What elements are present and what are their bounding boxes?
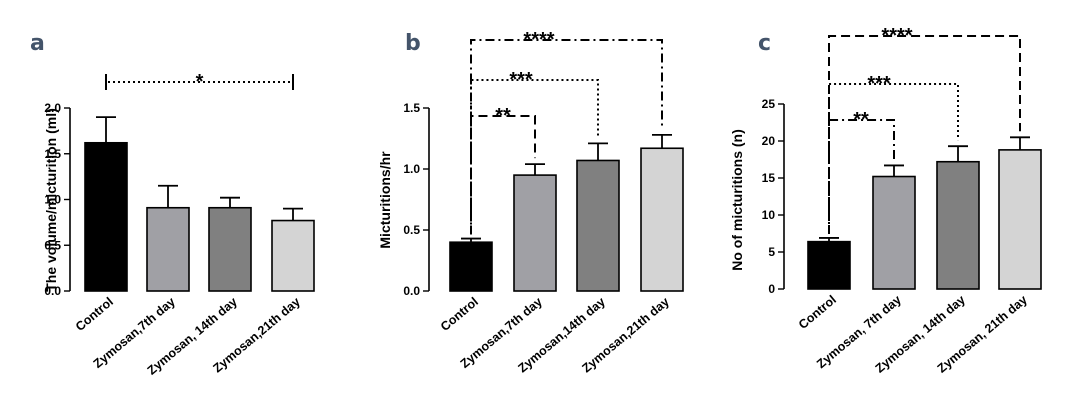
y-axis-label-a: The volume/micturition (ml) xyxy=(43,108,59,292)
category-label-b: Control xyxy=(438,295,481,334)
bar-a-1 xyxy=(146,206,190,292)
bar-c-2 xyxy=(936,160,980,290)
bar-b-0 xyxy=(449,241,493,292)
significance-bracket-c xyxy=(828,119,895,234)
bar-c-1 xyxy=(872,175,916,290)
y-tick-label-b: 0.5 xyxy=(403,223,420,237)
significance-bracket-c xyxy=(828,35,1021,234)
y-tick-label-c: 0 xyxy=(768,282,775,296)
y-tick-label-c: 20 xyxy=(762,134,776,148)
bar-c-3 xyxy=(998,149,1042,290)
y-tick-label-c: 10 xyxy=(762,208,776,222)
y-tick-label-b: 1.0 xyxy=(403,162,420,176)
bar-c-0 xyxy=(807,240,851,290)
significance-label-b: **** xyxy=(523,29,554,51)
significance-label-b: ** xyxy=(495,105,511,127)
panel-letter-a: a xyxy=(30,31,45,56)
bar-b-3 xyxy=(640,147,684,292)
y-tick-label-a: 2.0 xyxy=(44,101,61,115)
bar-a-2 xyxy=(208,206,252,292)
panel-letter-b: b xyxy=(405,31,421,56)
category-label-a: Control xyxy=(73,295,116,334)
significance-label-a: * xyxy=(196,71,204,93)
y-tick-label-a: 1.0 xyxy=(44,193,61,207)
significance-label-c: **** xyxy=(881,25,912,47)
y-tick-label-c: 15 xyxy=(762,171,776,185)
bar-a-0 xyxy=(84,141,128,292)
y-axis-label-b: Micturitions/hr xyxy=(377,151,393,249)
y-tick-label-b: 1.5 xyxy=(403,101,420,115)
y-axis-label-c: No of micturitions (n) xyxy=(729,129,745,271)
significance-label-c: ** xyxy=(853,109,869,131)
y-tick-label-b: 0.0 xyxy=(403,284,420,298)
bar-b-2 xyxy=(576,159,620,292)
chart-panel-c: c No of micturitions (n) 0 5 10 15 20 25 Contr… xyxy=(729,25,1042,376)
significance-label-c: *** xyxy=(867,73,891,95)
y-tick-label-c: 5 xyxy=(768,245,775,259)
significance-bracket-a xyxy=(105,81,294,90)
significance-label-b: *** xyxy=(509,69,533,91)
bar-a-3 xyxy=(271,219,315,292)
chart-panel-a: a The volume/micturition (ml) 0.0 0.5 1.0 1… xyxy=(30,31,315,378)
y-tick-label-a: 1.5 xyxy=(44,147,61,161)
bar-b-1 xyxy=(513,174,557,292)
panel-letter-c: c xyxy=(758,31,771,56)
y-tick-label-a: 0.0 xyxy=(44,284,61,298)
significance-bracket-b xyxy=(470,39,663,235)
category-label-c: Control xyxy=(796,293,839,332)
y-tick-label-a: 0.5 xyxy=(44,238,61,252)
chart-panel-b: b Micturitions/hr 0.00.51.01.5ControlZym… xyxy=(377,29,684,375)
significance-bracket-b xyxy=(470,79,599,235)
y-tick-label-c: 25 xyxy=(762,97,776,111)
